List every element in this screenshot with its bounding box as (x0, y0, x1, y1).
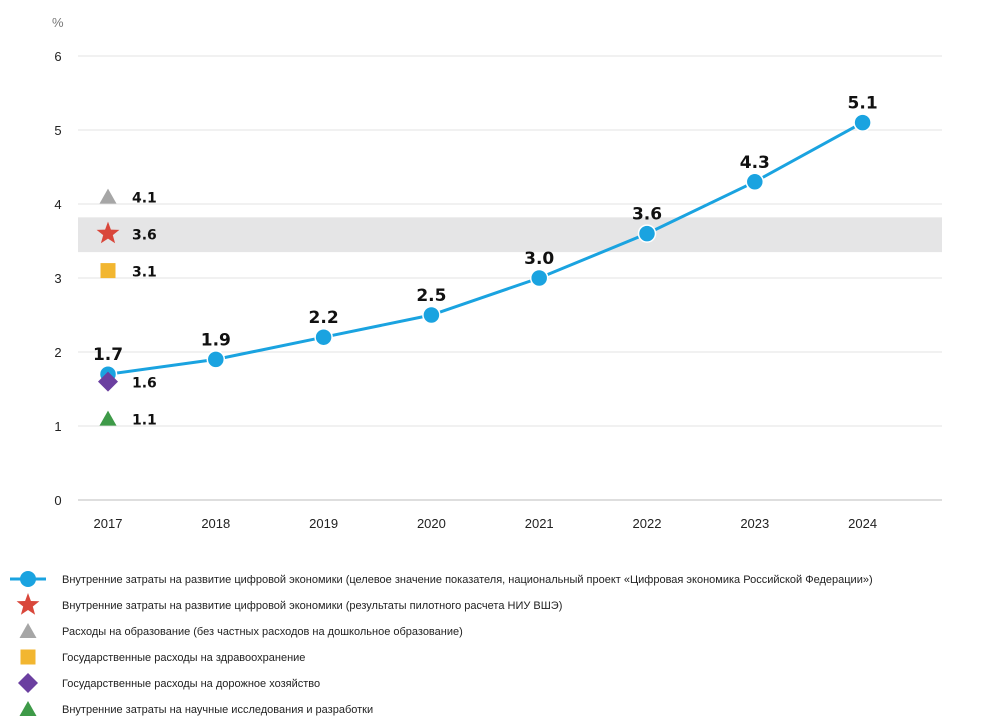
legend-marker (20, 649, 36, 665)
data-label: 1.9 (201, 330, 231, 350)
benchmark-marker (98, 371, 118, 392)
series-point (853, 113, 872, 132)
benchmark-marker (99, 188, 117, 204)
benchmark-marker (100, 263, 116, 279)
highlight-band-layer (78, 217, 942, 253)
x-tick-label: 2020 (417, 516, 446, 531)
series-point (529, 268, 549, 288)
legend-marker (18, 673, 38, 693)
data-label: 3.6 (632, 205, 662, 225)
axis-labels: 0 1 2 3 4 5 6 2017 2018 2019 2020 2021 2022 2023 2024 (54, 49, 877, 531)
y-tick-label: 0 (54, 493, 61, 508)
data-label: 2.5 (416, 286, 446, 306)
series-line (107, 121, 864, 376)
benchmark-label: 1.1 (132, 413, 157, 429)
legend-label: Внутренние затраты на развитие цифровой … (62, 600, 562, 612)
data-label: 3.0 (524, 249, 554, 269)
x-tick-label: 2022 (633, 516, 662, 531)
legend-label: Государственные расходы на дорожное хозя… (62, 678, 320, 690)
y-tick-label: 2 (54, 345, 61, 360)
legend-label: Государственные расходы на здравоохранен… (62, 652, 305, 664)
legend: Внутренние затраты на развитие цифровой … (10, 571, 873, 716)
series-point (206, 350, 226, 369)
data-label: 4.3 (740, 153, 770, 173)
benchmark-label: 1.6 (132, 376, 157, 392)
y-tick-label: 4 (54, 197, 61, 212)
series-point (422, 305, 441, 325)
x-tick-label: 2023 (740, 516, 769, 531)
legend-marker (16, 593, 40, 615)
legend-marker (20, 571, 36, 587)
x-tick-label: 2018 (201, 516, 230, 531)
x-tick-label: 2024 (848, 516, 877, 531)
y-tick-label: 6 (54, 49, 61, 64)
x-tick-label: 2017 (94, 516, 123, 531)
data-label: 1.7 (93, 345, 123, 365)
data-label: 5.1 (848, 94, 878, 114)
benchmark-layer: 3.6 4.1 3.1 1.6 1.1 (96, 188, 157, 429)
grid (78, 55, 942, 501)
y-tick-label: 5 (54, 123, 61, 138)
benchmark-marker (99, 410, 117, 426)
benchmark-label: 3.6 (132, 228, 157, 244)
y-tick-label: 3 (54, 271, 61, 286)
benchmark-marker (96, 221, 120, 244)
highlight-band (78, 217, 942, 253)
legend-label: Внутренние затраты на научные исследован… (62, 704, 373, 716)
series-point (314, 327, 333, 347)
x-tick-label: 2019 (309, 516, 338, 531)
x-tick-label: 2021 (525, 516, 554, 531)
series-point (745, 172, 765, 192)
series-layer: 1.7 1.9 2.2 2.5 3.0 3.6 4.3 5.1 (93, 94, 878, 384)
legend-label: Внутренние затраты на развитие цифровой … (62, 574, 873, 586)
legend-marker (19, 623, 37, 638)
benchmark-label: 3.1 (132, 265, 157, 281)
legend-label: Расходы на образование (без частных расх… (62, 626, 463, 638)
y-tick-label: 1 (54, 419, 61, 434)
benchmark-label: 4.1 (132, 191, 157, 207)
data-label: 2.2 (309, 308, 339, 328)
legend-marker (19, 701, 37, 716)
series-point (637, 224, 657, 243)
y-axis-unit: % (52, 15, 64, 30)
